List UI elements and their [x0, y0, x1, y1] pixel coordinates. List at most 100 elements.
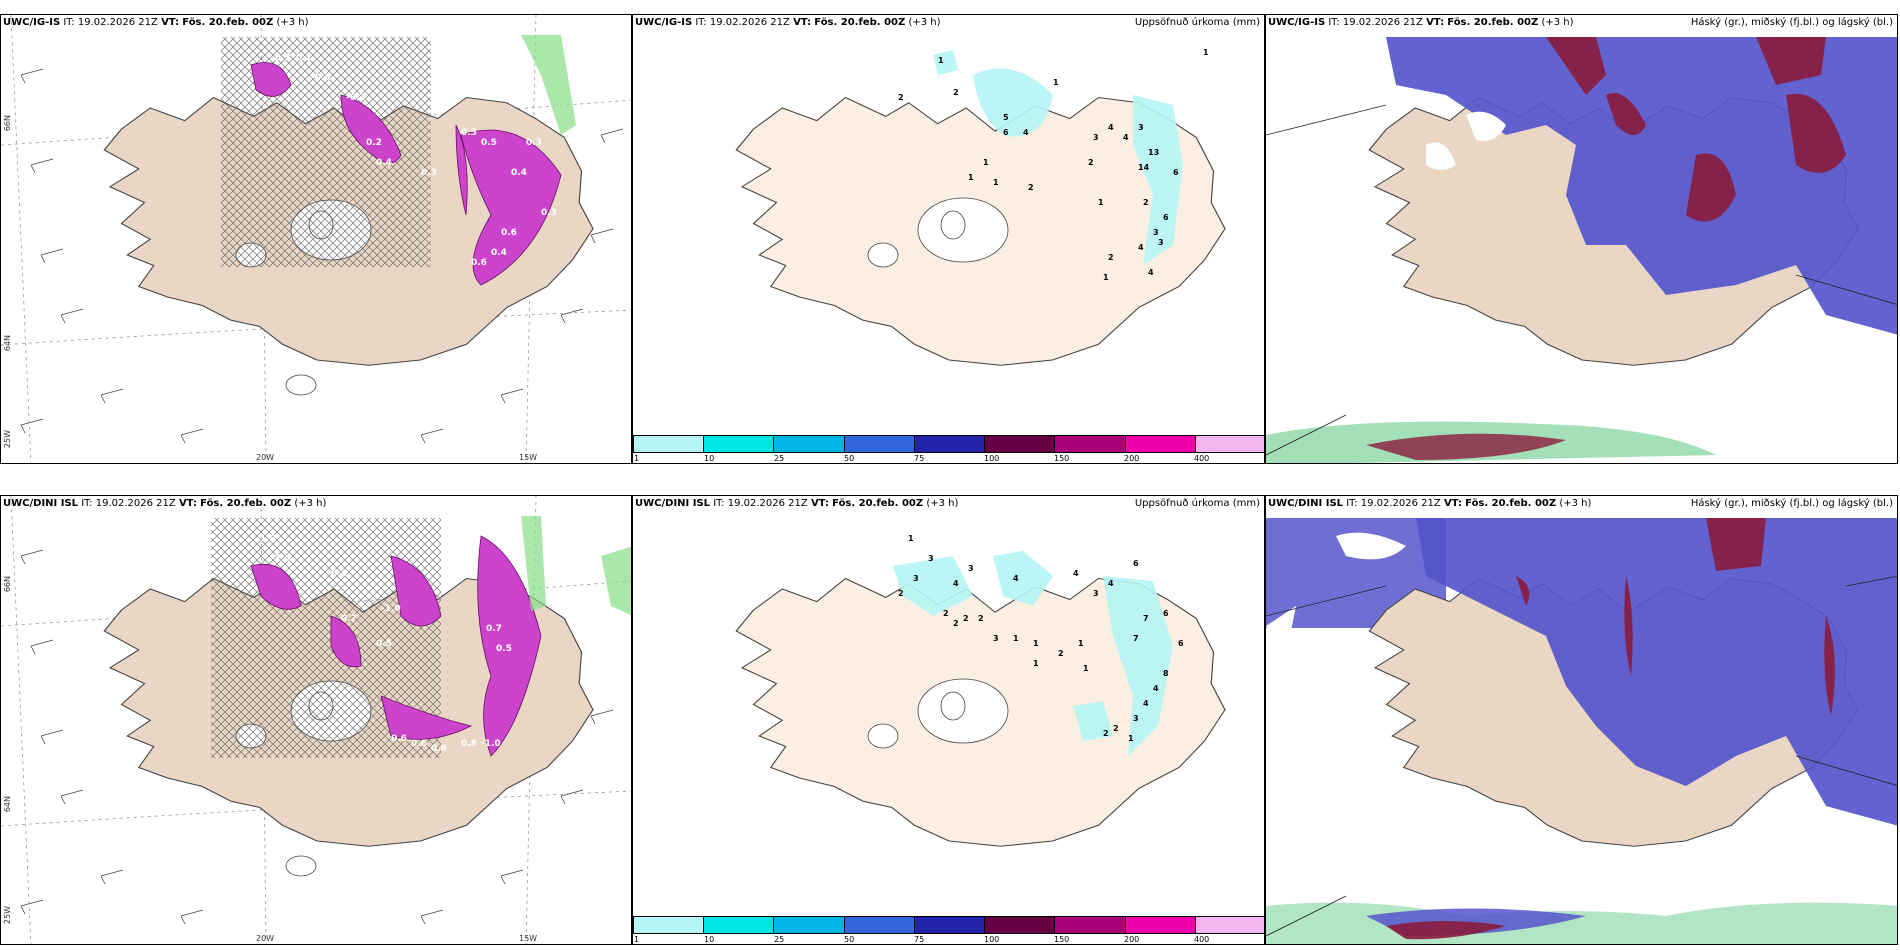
precip-label: 1	[1053, 78, 1059, 87]
temp-label: 0.6	[391, 734, 407, 744]
colorbar-swatch	[914, 917, 986, 933]
precip-label: 14	[1138, 163, 1150, 172]
precip-label: 3	[1153, 228, 1159, 237]
panel-header: UWC/IG-IS IT: 19.02.2026 21Z VT: Fös. 20…	[635, 17, 941, 28]
colorbar-tick: 50	[844, 454, 855, 463]
colorbar-swatch	[634, 917, 705, 933]
precip-label: 4	[953, 579, 959, 588]
panel-precip-top: UWC/IG-IS IT: 19.02.2026 21Z VT: Fös. 20…	[632, 14, 1265, 464]
precip-label: 2	[1088, 158, 1094, 167]
precip-label: 3	[1158, 238, 1164, 247]
precip-label: 2	[953, 88, 959, 97]
colorbar-tick: 150	[1054, 935, 1070, 944]
precip-label: 6	[1163, 213, 1169, 222]
map-wind-temp: -0.3 0.2 -0.3 -0.3 0.4 0.2 0.6 0.4 0.4 0…	[1, 15, 631, 463]
precip-label: 1	[1013, 634, 1019, 643]
precip-label: 1	[1203, 48, 1209, 57]
panel-wind-temp-top: UWC/IG-IS IT: 19.02.2026 21Z VT: Fös. 20…	[0, 14, 632, 464]
panel-precip-bottom: UWC/DINI ISL IT: 19.02.2026 21Z VT: Fös.…	[632, 495, 1265, 945]
temp-label: -0.3	[311, 73, 331, 83]
precip-label: 1	[1083, 664, 1089, 673]
colorbar-swatch	[1055, 917, 1126, 933]
precip-label: 1	[968, 173, 974, 182]
panel-title: Háský (gr.), miðský (fj.bl.) og lágský (…	[1690, 17, 1893, 28]
precip-label: 3	[1133, 714, 1139, 723]
colorbar-swatch	[844, 436, 915, 452]
precip-label: 1	[993, 178, 999, 187]
panel-title: Uppsöfnuð úrkoma (mm)	[1134, 498, 1260, 509]
colorbar-swatch	[1125, 436, 1196, 452]
temp-label: -1.0	[271, 554, 291, 564]
panel-clouds-top: UWC/IG-IS IT: 19.02.2026 21Z VT: Fös. 20…	[1265, 14, 1898, 464]
precip-label: 4	[1108, 579, 1114, 588]
colorbar-tick: 10	[704, 454, 715, 463]
lat-label: 66N	[3, 576, 12, 593]
precip-label: 1	[938, 56, 944, 65]
colorbar-tick: 25	[774, 454, 785, 463]
temp-label: 0.4	[491, 248, 507, 258]
colorbar-swatch	[774, 917, 845, 933]
precip-label: 6	[1003, 128, 1009, 137]
colorbar-tick: 400	[1194, 935, 1210, 944]
colorbar-swatch	[704, 917, 775, 933]
lat-label: 66N	[3, 115, 12, 132]
temp-label: 0.3	[421, 168, 437, 178]
precip-label: 6	[1163, 609, 1169, 618]
precip-label: 4	[1153, 684, 1159, 693]
precip-label: 2	[1028, 183, 1034, 192]
precip-label: 5	[1003, 113, 1009, 122]
temp-label: -0.3	[271, 53, 291, 63]
precip-label: 13	[1148, 148, 1159, 157]
precip-label: 1	[1033, 659, 1039, 668]
precip-label: 7	[1143, 614, 1149, 623]
lon-label: 25W	[3, 906, 12, 925]
colorbar-tick: 75	[914, 454, 925, 463]
panel-header: UWC/DINI ISL IT: 19.02.2026 21Z VT: Fös.…	[1268, 498, 1592, 509]
temp-label: 0.8	[461, 739, 477, 749]
precip-label: 3	[928, 554, 934, 563]
lon-label: 20W	[256, 934, 275, 943]
colorbar-tick: 1	[634, 454, 640, 463]
colorbar-swatch	[1125, 917, 1196, 933]
precip-label: 3	[968, 564, 974, 573]
panel-header: UWC/IG-IS IT: 19.02.2026 21Z VT: Fös. 20…	[1268, 17, 1574, 28]
lon-label: 20W	[256, 453, 275, 462]
map-wind-temp: -1.0 -1.0 -0.5 0.4 0.7 0.5 -1.0 0.5 0.6 …	[1, 496, 631, 944]
panel-wind-temp-bottom: UWC/DINI ISL IT: 19.02.2026 21Z VT: Fös.…	[0, 495, 632, 945]
temp-label: 0.5	[376, 639, 392, 649]
precip-label: 2	[1143, 198, 1149, 207]
colorbar-tick: 100	[984, 935, 1000, 944]
panel-clouds-bottom: UWC/DINI ISL IT: 19.02.2026 21Z VT: Fös.…	[1265, 495, 1898, 945]
temp-label: 0.4	[331, 569, 347, 579]
temp-label: 0.6	[501, 228, 517, 238]
precip-label: 4	[1013, 574, 1019, 583]
precip-label: 3	[913, 574, 919, 583]
temp-label: 0.3	[526, 138, 542, 148]
precip-label: 6	[1178, 639, 1184, 648]
temp-label: 0.6	[411, 739, 427, 749]
colorbar-swatch	[634, 436, 705, 452]
temp-label: -0.3	[346, 93, 366, 103]
temp-label: 0.5	[496, 644, 512, 654]
precip-label: 7	[1133, 634, 1139, 643]
colorbar-tick: 1	[634, 935, 640, 944]
temp-label: -0.5	[456, 564, 476, 574]
precip-label: 6	[1173, 168, 1179, 177]
temp-label: 0.2	[366, 138, 382, 148]
colorbar-swatch	[1055, 436, 1126, 452]
precip-label: 2	[898, 93, 904, 102]
precip-label: 2	[943, 609, 949, 618]
precip-label: 3	[1093, 589, 1099, 598]
colorbar-swatch	[774, 436, 845, 452]
temp-label: 0.3	[541, 208, 557, 218]
colorbar-tick: 25	[774, 935, 785, 944]
precip-label: 3	[1138, 123, 1144, 132]
precip-label: 1	[908, 534, 914, 543]
precip-label: 4	[1148, 268, 1154, 277]
precip-label: 4	[1023, 128, 1029, 137]
colorbar-swatch	[1195, 436, 1264, 452]
temp-label: 0.6	[471, 258, 487, 268]
colorbar-tick: 150	[1054, 454, 1070, 463]
precip-label: 3	[993, 634, 999, 643]
colorbar-swatch	[914, 436, 986, 452]
